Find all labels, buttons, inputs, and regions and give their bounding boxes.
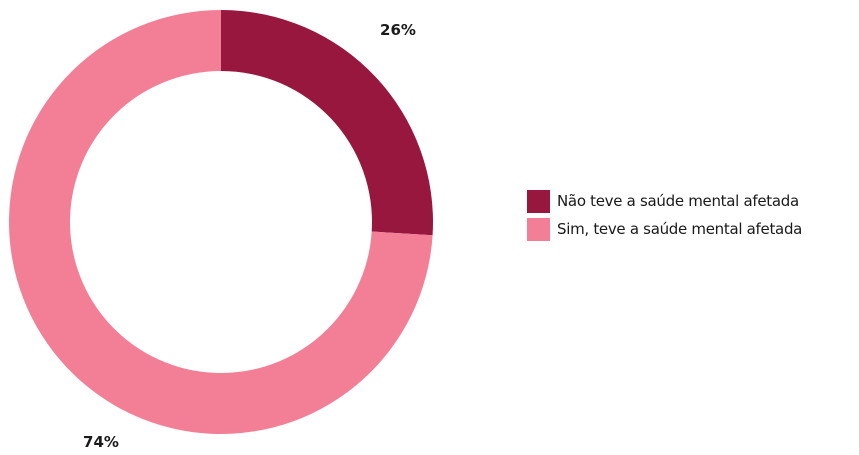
legend-label-sim-afetada: Sim, teve a saúde mental afetada bbox=[557, 220, 803, 238]
legend-item-nao-afetada: Não teve a saúde mental afetada bbox=[527, 187, 802, 215]
donut-value-labels: 26% 74% bbox=[83, 21, 416, 451]
value-label-sim-afetada: 74% bbox=[83, 433, 119, 451]
legend-swatch-sim-afetada bbox=[527, 217, 550, 241]
chart-legend: Não teve a saúde mental afetada Sim, tev… bbox=[527, 187, 802, 243]
value-label-nao-afetada: 26% bbox=[380, 21, 416, 39]
legend-label-nao-afetada: Não teve a saúde mental afetada bbox=[557, 192, 799, 210]
legend-swatch-nao-afetada bbox=[527, 189, 550, 213]
legend-item-sim-afetada: Sim, teve a saúde mental afetada bbox=[527, 215, 802, 243]
donut-slice-nao-afetada bbox=[221, 10, 433, 236]
donut-slices bbox=[9, 10, 433, 434]
